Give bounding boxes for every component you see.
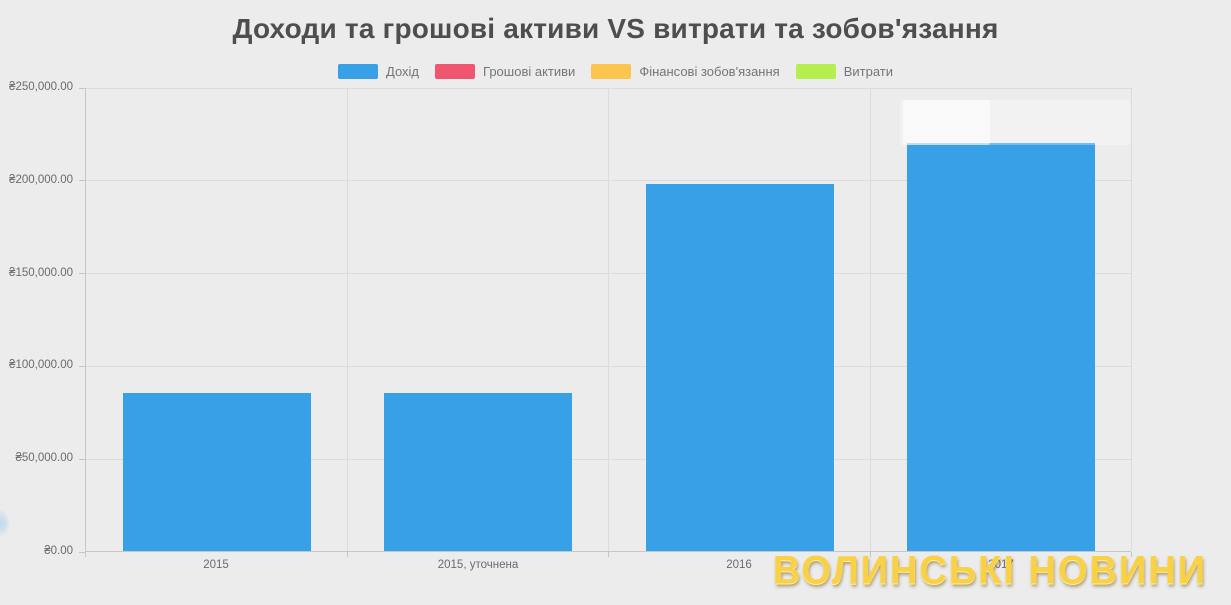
legend-label: Дохід [386, 64, 420, 79]
blurred-area-bright [903, 100, 990, 145]
x-axis-tick-0 [85, 552, 86, 557]
x-axis-label-2015: 2015 [203, 559, 229, 571]
gridline-x-4 [1131, 88, 1132, 551]
legend-label: Фінансові зобов'язання [639, 64, 780, 79]
y-axis-label: ₴200,000.00 [9, 173, 73, 186]
legend-item-4[interactable]: Витрати [795, 64, 893, 79]
x-axis-tick-4 [1131, 552, 1132, 557]
y-axis-label: ₴250,000.00 [9, 81, 73, 93]
legend-label: Грошові активи [483, 64, 576, 79]
gridline-x-2 [608, 88, 609, 551]
legend-swatch-icon [795, 64, 836, 79]
y-axis-tick-150000 [79, 273, 85, 275]
plot-area: ₴0.00 ₴50,000.00 ₴100,000.00 ₴150,000.00 ₴20… [9, 81, 1132, 557]
y-axis-label: ₴0.00 [44, 545, 73, 557]
y-axis-tick-250000 [79, 87, 85, 89]
x-axis-tick-1 [347, 552, 348, 557]
bar-дохід-2015[interactable] [123, 393, 311, 551]
gridline-x-1 [347, 88, 348, 551]
y-axis-tick-100000 [79, 365, 85, 367]
y-axis-tick-200000 [79, 180, 85, 182]
bar-дохід-2016[interactable] [646, 184, 834, 551]
legend-swatch-icon [591, 64, 632, 79]
x-axis-tick-2 [608, 552, 609, 557]
legend-label: Витрати [843, 64, 893, 79]
watermark-volynski-novyny: ВОЛИНСЬКІ НОВИНИ [772, 548, 1207, 594]
legend-item-2[interactable]: Грошові активи [435, 64, 575, 79]
legend-item-3[interactable]: Фінансові зобов'язання [591, 64, 780, 79]
x-axis-tick-3 [870, 552, 871, 557]
y-axis-label: ₴150,000.00 [9, 266, 73, 279]
x-axis-label-2015-уточнена: 2015, уточнена [437, 559, 519, 571]
y-axis-label: ₴50,000.00 [15, 452, 73, 465]
x-axis-label-2017: 2017 [988, 559, 1014, 571]
y-axis-tick-50000 [79, 458, 85, 460]
bar-дохід-2017[interactable] [907, 143, 1095, 551]
x-axis-label-2016: 2016 [726, 559, 752, 571]
bar-дохід-2015-уточнена[interactable] [384, 393, 572, 551]
gridline-x-3 [870, 88, 871, 551]
legend-swatch-icon [435, 64, 476, 79]
chart-legend: Дохід Грошові активи Фінансові зобов'язанн… [0, 64, 1231, 79]
chart-title: Доходи та грошові активи VS витрати та з… [232, 13, 999, 44]
legend-swatch-icon [338, 64, 378, 79]
y-axis-tick-0 [79, 551, 85, 553]
legend-item-1[interactable]: Дохід [338, 64, 419, 79]
y-axis-label: ₴100,000.00 [9, 359, 73, 372]
edge-smudge-artifact [0, 510, 8, 536]
